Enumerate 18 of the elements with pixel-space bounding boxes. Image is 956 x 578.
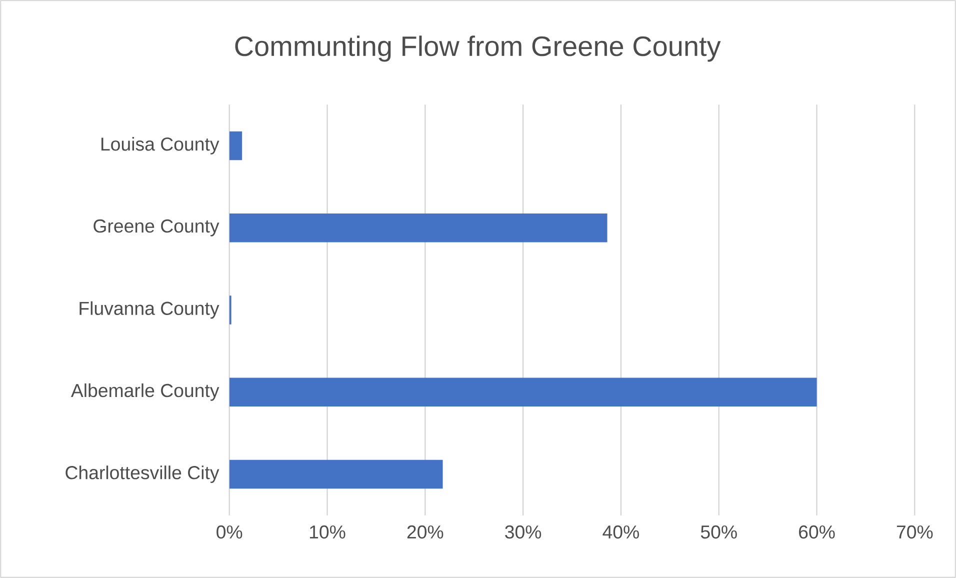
bar: [229, 378, 817, 407]
x-tick-label: 50%: [700, 525, 737, 539]
bar: [229, 213, 608, 242]
chart-title: Communting Flow from Greene County: [235, 36, 721, 62]
y-tick-label: Charlottesville City: [66, 466, 220, 483]
bar: [229, 131, 242, 160]
x-tick-label: 20%: [407, 525, 444, 539]
y-tick-label: Fluvanna County: [80, 301, 220, 319]
y-tick-label: Greene County: [94, 219, 220, 236]
y-tick-label: Louisa County: [101, 137, 220, 154]
x-tick-label: 10%: [310, 525, 346, 539]
x-tick-label: 70%: [896, 525, 933, 539]
x-tick-label: 30%: [505, 525, 542, 539]
x-tick-label: 40%: [602, 525, 639, 539]
x-tick-label: 60%: [799, 525, 835, 539]
y-tick-label: Albemarle County: [70, 383, 220, 401]
bar: [229, 460, 443, 489]
x-tick-label: 0%: [216, 525, 242, 539]
